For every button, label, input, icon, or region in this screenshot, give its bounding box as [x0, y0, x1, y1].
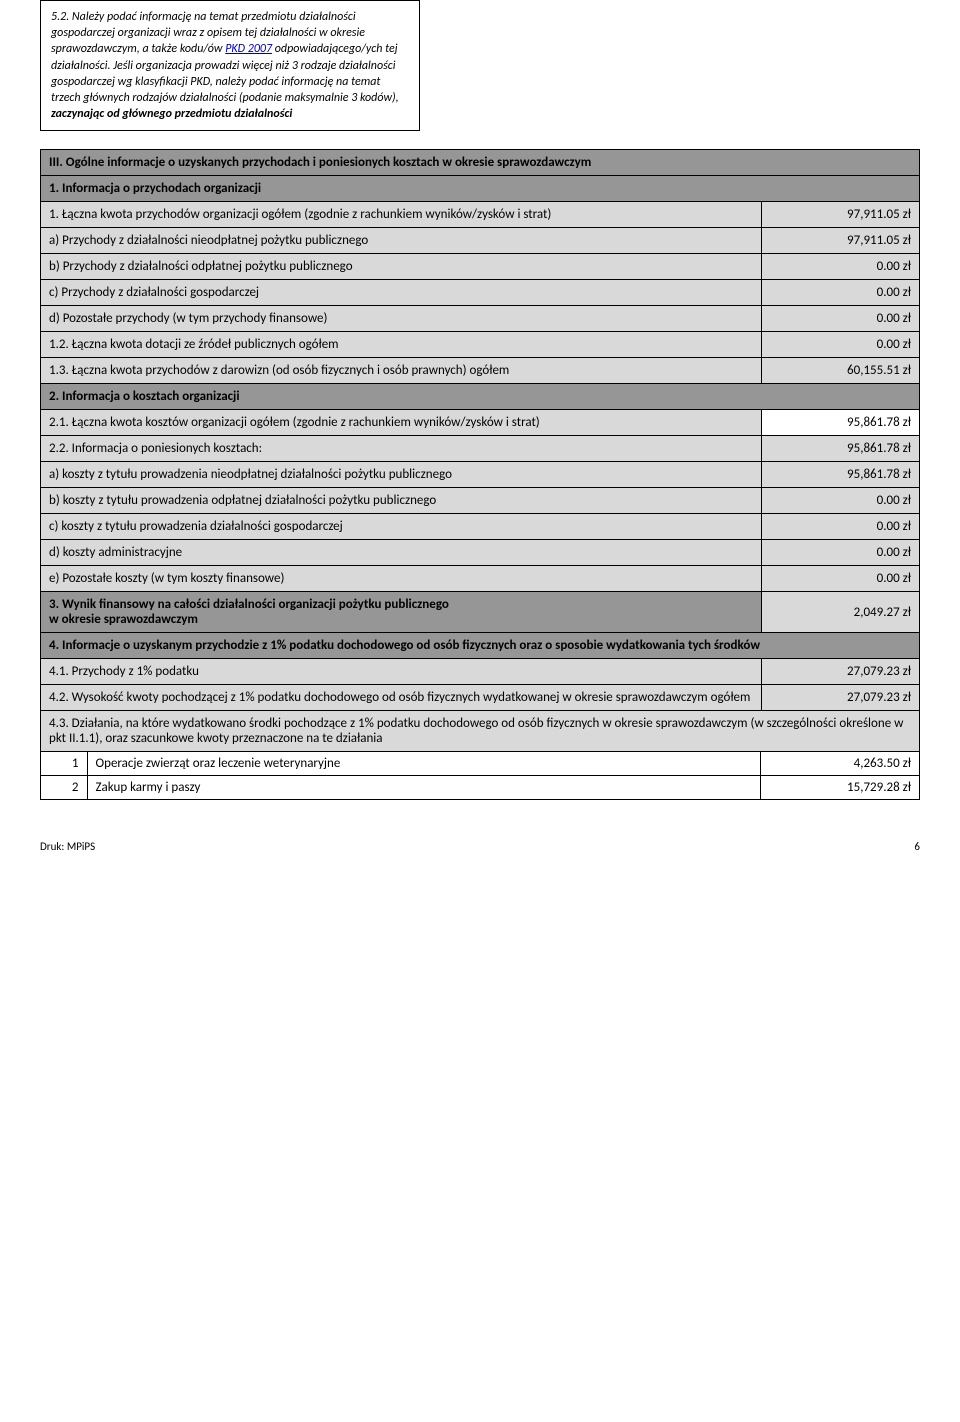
op-num: 2 — [41, 776, 87, 800]
row-label: 2.2. Informacja o poniesionych kosztach: — [41, 436, 762, 462]
row-value: 60,155.51 zł — [761, 358, 919, 384]
row-label: b) Przychody z działalności odpłatnej po… — [41, 254, 762, 280]
pkd-link[interactable]: PKD 2007 — [225, 42, 272, 56]
row-value: 0.00 zł — [761, 540, 919, 566]
row-42-value: 27,079.23 zł — [761, 685, 919, 711]
row-label: a) koszty z tytułu prowadzenia nieodpłat… — [41, 462, 762, 488]
op-value: 15,729.28 zł — [761, 776, 919, 800]
row-label: 1.3. Łączna kwota przychodów z darowizn … — [41, 358, 762, 384]
section-52-box: 5.2. Należy podać informację na temat pr… — [40, 0, 420, 131]
row-label: e) Pozostałe koszty (w tym koszty finans… — [41, 566, 762, 592]
op-value: 4,263.50 zł — [761, 752, 919, 776]
row-label: b) koszty z tytułu prowadzenia odpłatnej… — [41, 488, 762, 514]
page-footer: Druk: MPiPS 6 — [40, 840, 920, 853]
row-value: 95,861.78 zł — [761, 436, 919, 462]
financial-table: III. Ogólne informacje o uzyskanych przy… — [40, 149, 920, 800]
row-value: 0.00 zł — [761, 280, 919, 306]
op-num: 1 — [41, 752, 87, 776]
op-label: Zakup karmy i paszy — [87, 776, 761, 800]
row-3-value: 2,049.27 zł — [761, 592, 919, 633]
op-label: Operacje zwierząt oraz leczenie weteryna… — [87, 752, 761, 776]
row-value: 95,861.78 zł — [761, 462, 919, 488]
row-42-label: 4.2. Wysokość kwoty pochodzącej z 1% pod… — [41, 685, 762, 711]
footer-page-number: 6 — [914, 840, 920, 853]
row-label: a) Przychody z działalności nieodpłatnej… — [41, 228, 762, 254]
row-value: 97,911.05 zł — [761, 228, 919, 254]
row-label: d) koszty administracyjne — [41, 540, 762, 566]
row-label: 1. Łączna kwota przychodów organizacji o… — [41, 202, 762, 228]
row-value: 0.00 zł — [761, 332, 919, 358]
row-label: c) koszty z tytułu prowadzenia działalno… — [41, 514, 762, 540]
row-label: c) Przychody z działalności gospodarczej — [41, 280, 762, 306]
row-41-label: 4.1. Przychody z 1% podatku — [41, 659, 762, 685]
subsection-4-header: 4. Informacje o uzyskanym przychodzie z … — [41, 633, 920, 659]
section-iii-header: III. Ogólne informacje o uzyskanych przy… — [41, 150, 920, 176]
footer-left: Druk: MPiPS — [40, 840, 95, 853]
row-value: 0.00 zł — [761, 306, 919, 332]
row-label: 1.2. Łączna kwota dotacji ze źródeł publ… — [41, 332, 762, 358]
row-3-label: 3. Wynik finansowy na całości działalnoś… — [41, 592, 762, 633]
row-41-value: 27,079.23 zł — [761, 659, 919, 685]
subsection-2-header: 2. Informacja o kosztach organizacji — [41, 384, 920, 410]
row-value: 97,911.05 zł — [761, 202, 919, 228]
row-label: 2.1. Łączna kwota kosztów organizacji og… — [41, 410, 762, 436]
row-value: 95,861.78 zł — [761, 410, 919, 436]
subsection-1-header: 1. Informacja o przychodach organizacji — [41, 176, 920, 202]
row-value: 0.00 zł — [761, 566, 919, 592]
text-bold: zaczynając od głównego przedmiotu działa… — [51, 107, 292, 121]
row-43-text: 4.3. Działania, na które wydatkowano śro… — [41, 711, 920, 752]
row-value: 0.00 zł — [761, 488, 919, 514]
row-value: 0.00 zł — [761, 514, 919, 540]
row-label: d) Pozostałe przychody (w tym przychody … — [41, 306, 762, 332]
row-value: 0.00 zł — [761, 254, 919, 280]
